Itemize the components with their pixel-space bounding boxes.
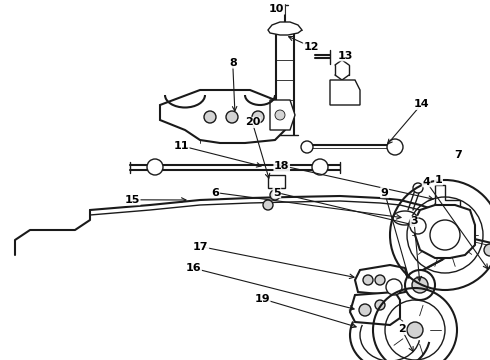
- Text: 14: 14: [414, 99, 429, 109]
- Circle shape: [405, 270, 435, 300]
- Polygon shape: [270, 100, 295, 130]
- Circle shape: [226, 111, 238, 123]
- Circle shape: [312, 159, 328, 175]
- Circle shape: [387, 139, 403, 155]
- Text: 15: 15: [124, 195, 140, 205]
- Circle shape: [410, 218, 426, 234]
- Circle shape: [275, 110, 285, 120]
- Circle shape: [147, 159, 163, 175]
- Text: 4: 4: [422, 177, 430, 187]
- Text: 20: 20: [245, 117, 260, 127]
- Text: 8: 8: [229, 58, 237, 68]
- Text: 3: 3: [410, 216, 418, 226]
- Text: 6: 6: [212, 188, 220, 198]
- Polygon shape: [268, 175, 285, 188]
- Circle shape: [375, 275, 385, 285]
- Circle shape: [263, 200, 273, 210]
- Text: 7: 7: [454, 150, 462, 160]
- Text: 12: 12: [303, 42, 319, 52]
- Circle shape: [359, 304, 371, 316]
- Circle shape: [386, 279, 402, 295]
- Text: 19: 19: [254, 294, 270, 304]
- Circle shape: [412, 277, 428, 293]
- Text: 1: 1: [435, 175, 442, 185]
- Circle shape: [430, 220, 460, 250]
- Text: 5: 5: [273, 188, 281, 198]
- Circle shape: [301, 141, 313, 153]
- Text: 9: 9: [381, 188, 389, 198]
- Circle shape: [375, 300, 385, 310]
- Text: 16: 16: [186, 263, 201, 273]
- Polygon shape: [435, 185, 460, 215]
- Circle shape: [204, 111, 216, 123]
- Polygon shape: [355, 265, 408, 295]
- Text: 10: 10: [269, 4, 285, 14]
- Text: 17: 17: [193, 242, 209, 252]
- Text: 18: 18: [274, 161, 290, 171]
- Circle shape: [363, 275, 373, 285]
- Polygon shape: [350, 292, 400, 325]
- Polygon shape: [160, 90, 285, 143]
- Circle shape: [435, 222, 455, 242]
- Text: 2: 2: [398, 324, 406, 334]
- Polygon shape: [330, 80, 360, 105]
- Circle shape: [413, 183, 423, 193]
- Polygon shape: [268, 22, 302, 35]
- Text: 13: 13: [338, 51, 353, 61]
- Circle shape: [270, 190, 280, 200]
- Circle shape: [484, 244, 490, 256]
- Text: 11: 11: [173, 141, 189, 151]
- Circle shape: [252, 111, 264, 123]
- Circle shape: [407, 322, 423, 338]
- Polygon shape: [415, 205, 475, 258]
